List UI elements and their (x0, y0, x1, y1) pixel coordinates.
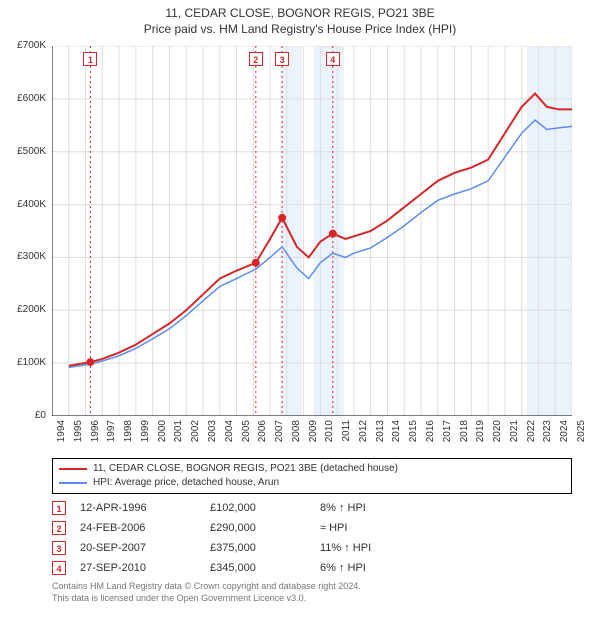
event-delta: 11% ↑ HPI (320, 542, 430, 554)
sale-marker-4: 4 (326, 52, 340, 66)
sale-marker-1: 1 (83, 52, 97, 66)
y-tick-label: £200K (6, 304, 46, 315)
x-tick-label: 2016 (425, 420, 436, 442)
event-row: 1 12-APR-1996£102,0008% ↑ HPI (52, 500, 572, 516)
x-tick-label: 1997 (106, 420, 117, 442)
x-tick-label: 1995 (73, 420, 84, 442)
x-tick-label: 1998 (123, 420, 134, 442)
legend-swatch (59, 482, 87, 484)
event-date: 20-SEP-2007 (80, 542, 210, 554)
y-tick-label: £500K (6, 146, 46, 157)
event-price: £375,000 (210, 542, 320, 554)
legend-label: HPI: Average price, detached house, Arun (93, 476, 279, 490)
x-tick-label: 2006 (257, 420, 268, 442)
x-tick-label: 2020 (492, 420, 503, 442)
license-text: Contains HM Land Registry data © Crown c… (52, 580, 361, 604)
x-tick-label: 1999 (140, 420, 151, 442)
event-row: 4 27-SEP-2010£345,0006% ↑ HPI (52, 560, 572, 576)
sale-events: 1 12-APR-1996£102,0008% ↑ HPI 2 24-FEB-2006… (52, 500, 572, 580)
event-delta: ≈ HPI (320, 522, 430, 534)
x-tick-label: 1994 (56, 420, 67, 442)
legend-row: HPI: Average price, detached house, Arun (59, 476, 565, 490)
x-tick-label: 2008 (291, 420, 302, 442)
x-tick-label: 2023 (542, 420, 553, 442)
sale-marker-3: 3 (275, 52, 289, 66)
y-tick-label: £100K (6, 357, 46, 368)
x-tick-label: 2010 (324, 420, 335, 442)
x-tick-label: 2007 (274, 420, 285, 442)
legend: 11, CEDAR CLOSE, BOGNOR REGIS, PO21 3BE … (52, 458, 572, 494)
x-tick-label: 2014 (391, 420, 402, 442)
legend-swatch (59, 468, 87, 470)
y-tick-label: £600K (6, 93, 46, 104)
event-marker: 1 (52, 501, 66, 515)
y-tick-label: £0 (6, 410, 46, 421)
event-date: 24-FEB-2006 (80, 522, 210, 534)
y-tick-label: £400K (6, 199, 46, 210)
x-tick-label: 2001 (173, 420, 184, 442)
x-tick-label: 2013 (375, 420, 386, 442)
x-tick-label: 2024 (559, 420, 570, 442)
x-tick-label: 2002 (190, 420, 201, 442)
event-price: £345,000 (210, 562, 320, 574)
x-tick-label: 2015 (408, 420, 419, 442)
title-line-1: 11, CEDAR CLOSE, BOGNOR REGIS, PO21 3BE (0, 6, 600, 20)
event-delta: 8% ↑ HPI (320, 502, 430, 514)
legend-label: 11, CEDAR CLOSE, BOGNOR REGIS, PO21 3BE … (93, 462, 398, 476)
y-tick-label: £300K (6, 251, 46, 262)
event-date: 27-SEP-2010 (80, 562, 210, 574)
y-tick-label: £700K (6, 40, 46, 51)
legend-row: 11, CEDAR CLOSE, BOGNOR REGIS, PO21 3BE … (59, 462, 565, 476)
x-tick-label: 2000 (157, 420, 168, 442)
event-delta: 6% ↑ HPI (320, 562, 430, 574)
x-tick-label: 1996 (90, 420, 101, 442)
x-tick-label: 2004 (224, 420, 235, 442)
x-tick-label: 2017 (442, 420, 453, 442)
x-tick-label: 2005 (241, 420, 252, 442)
event-price: £290,000 (210, 522, 320, 534)
title-line-2: Price paid vs. HM Land Registry's House … (0, 22, 600, 36)
x-tick-label: 2003 (207, 420, 218, 442)
sale-marker-2: 2 (249, 52, 263, 66)
x-tick-label: 2021 (509, 420, 520, 442)
event-price: £102,000 (210, 502, 320, 514)
event-row: 3 20-SEP-2007£375,00011% ↑ HPI (52, 540, 572, 556)
event-date: 12-APR-1996 (80, 502, 210, 514)
x-tick-label: 2025 (576, 420, 587, 442)
x-tick-label: 2009 (308, 420, 319, 442)
x-tick-label: 2012 (358, 420, 369, 442)
license-line-1: Contains HM Land Registry data © Crown c… (52, 580, 361, 592)
event-marker: 2 (52, 521, 66, 535)
x-tick-label: 2019 (475, 420, 486, 442)
x-tick-label: 2011 (341, 420, 352, 442)
license-line-2: This data is licensed under the Open Gov… (52, 592, 361, 604)
x-tick-label: 2022 (526, 420, 537, 442)
price-chart (52, 46, 572, 416)
event-marker: 3 (52, 541, 66, 555)
chart-svg (52, 46, 572, 416)
event-row: 2 24-FEB-2006£290,000≈ HPI (52, 520, 572, 536)
event-marker: 4 (52, 561, 66, 575)
x-tick-label: 2018 (459, 420, 470, 442)
